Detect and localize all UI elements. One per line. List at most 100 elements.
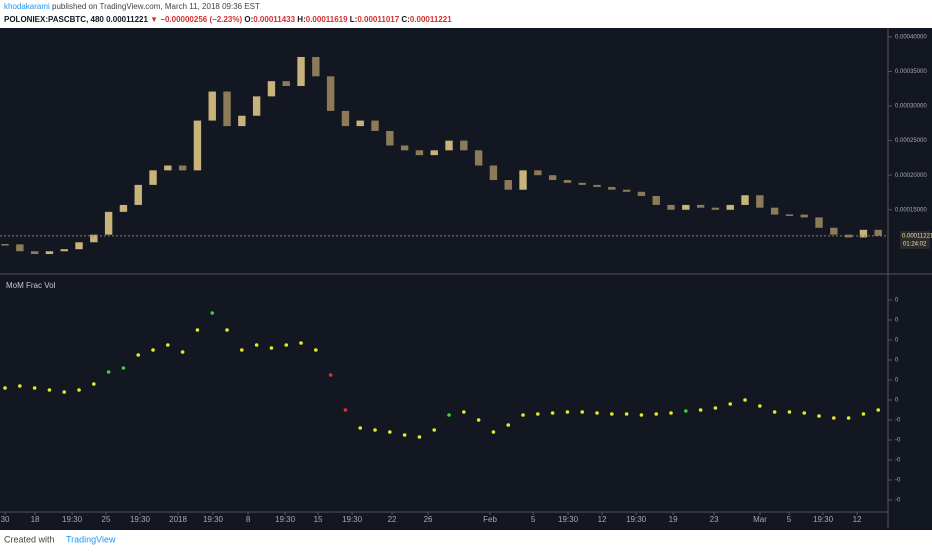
x-tick-label: 8 — [246, 515, 251, 524]
dot — [284, 343, 289, 347]
candle — [30, 251, 39, 255]
dot — [728, 402, 733, 406]
candle — [830, 227, 838, 235]
y-tick-label: 0.00020000 — [895, 173, 927, 179]
dot — [565, 410, 570, 414]
dot — [447, 413, 451, 417]
dot — [787, 410, 792, 414]
dot — [373, 428, 377, 432]
x-tick-label: 30 — [1, 515, 10, 524]
candle — [519, 170, 527, 190]
dot — [388, 430, 392, 434]
candle — [637, 191, 646, 196]
dot — [476, 418, 481, 422]
candle — [267, 81, 276, 97]
candle — [859, 229, 868, 238]
dot — [536, 412, 540, 416]
dot — [521, 413, 525, 417]
dot — [639, 413, 644, 417]
candle — [741, 195, 749, 205]
dot — [595, 411, 599, 415]
quote-part: ▼ −0.00000256 (−2.23%) — [150, 15, 244, 24]
y-tick-label: 0.00015000 — [895, 207, 927, 213]
candle — [312, 56, 320, 77]
candle — [1, 244, 9, 246]
x-tick-label: 19:30 — [558, 515, 579, 524]
dot — [743, 398, 747, 402]
footer-text: Created with — [4, 534, 55, 544]
dot — [713, 406, 718, 410]
candle — [622, 189, 631, 192]
dot — [876, 408, 881, 412]
dot — [432, 428, 437, 432]
x-tick-label: 19:30 — [203, 515, 224, 524]
candle — [90, 234, 98, 243]
x-tick-label: Feb — [483, 515, 497, 524]
candle — [282, 81, 290, 87]
candle — [534, 170, 542, 176]
x-tick-label: 19 — [669, 515, 678, 524]
quote-part: L: — [350, 15, 358, 24]
countdown: 01:24:02 — [903, 241, 927, 247]
candle — [711, 207, 720, 210]
x-tick-label: 2018 — [169, 515, 187, 524]
candle — [119, 204, 128, 212]
dot — [121, 366, 126, 370]
y-tick-label: 0 — [895, 398, 899, 404]
footer-brand[interactable]: TradingView — [66, 534, 116, 544]
y-tick-label: -0 — [895, 458, 901, 464]
candle — [563, 180, 572, 183]
dot — [772, 410, 777, 414]
candle — [445, 140, 453, 151]
candle — [341, 110, 350, 127]
dot — [180, 350, 185, 354]
quote-part: 0.00011433 — [253, 15, 297, 24]
candle — [726, 204, 734, 210]
dot — [462, 410, 466, 414]
y-tick-label: 0.00030000 — [895, 104, 927, 110]
y-tick-label: 0 — [895, 318, 899, 324]
dot — [32, 386, 37, 390]
y-tick-label: -0 — [895, 498, 901, 504]
dot — [861, 412, 866, 416]
x-tick-label: 19:30 — [626, 515, 647, 524]
candle — [504, 180, 512, 190]
dot — [846, 416, 851, 420]
x-tick-label: 19:30 — [813, 515, 834, 524]
dot — [195, 328, 200, 332]
dot — [62, 390, 67, 394]
dot — [506, 423, 511, 427]
candle — [104, 211, 113, 235]
quote-part: 0.00011017 — [357, 15, 401, 24]
candle — [208, 91, 216, 121]
candle — [297, 56, 305, 87]
author[interactable]: khodakarami — [4, 2, 50, 11]
dot — [92, 382, 96, 386]
x-tick-label: 26 — [424, 515, 433, 524]
dot — [106, 370, 111, 374]
dot — [3, 386, 7, 390]
y-tick-label: 0.00025000 — [895, 138, 927, 144]
x-tick-label: Mar — [753, 515, 767, 524]
dot — [758, 404, 762, 408]
candle — [696, 204, 705, 208]
candle — [608, 186, 616, 190]
dot — [166, 343, 170, 347]
candle — [356, 120, 364, 127]
candle — [149, 170, 157, 185]
published: published on TradingView.com, March 11, … — [50, 2, 260, 11]
header-bg — [0, 0, 932, 28]
pane-title: MoM Frac Vol — [6, 281, 56, 290]
quote-part: H: — [297, 15, 305, 24]
quote-part: C: — [401, 15, 409, 24]
x-tick-label: 5 — [531, 515, 536, 524]
candle — [371, 120, 379, 131]
dot — [210, 311, 215, 315]
last-price-box — [900, 230, 930, 249]
y-tick-label: 0.00040000 — [895, 34, 927, 40]
dot — [654, 412, 659, 416]
x-tick-label: 15 — [314, 515, 323, 524]
y-tick-label: 0 — [895, 378, 899, 384]
